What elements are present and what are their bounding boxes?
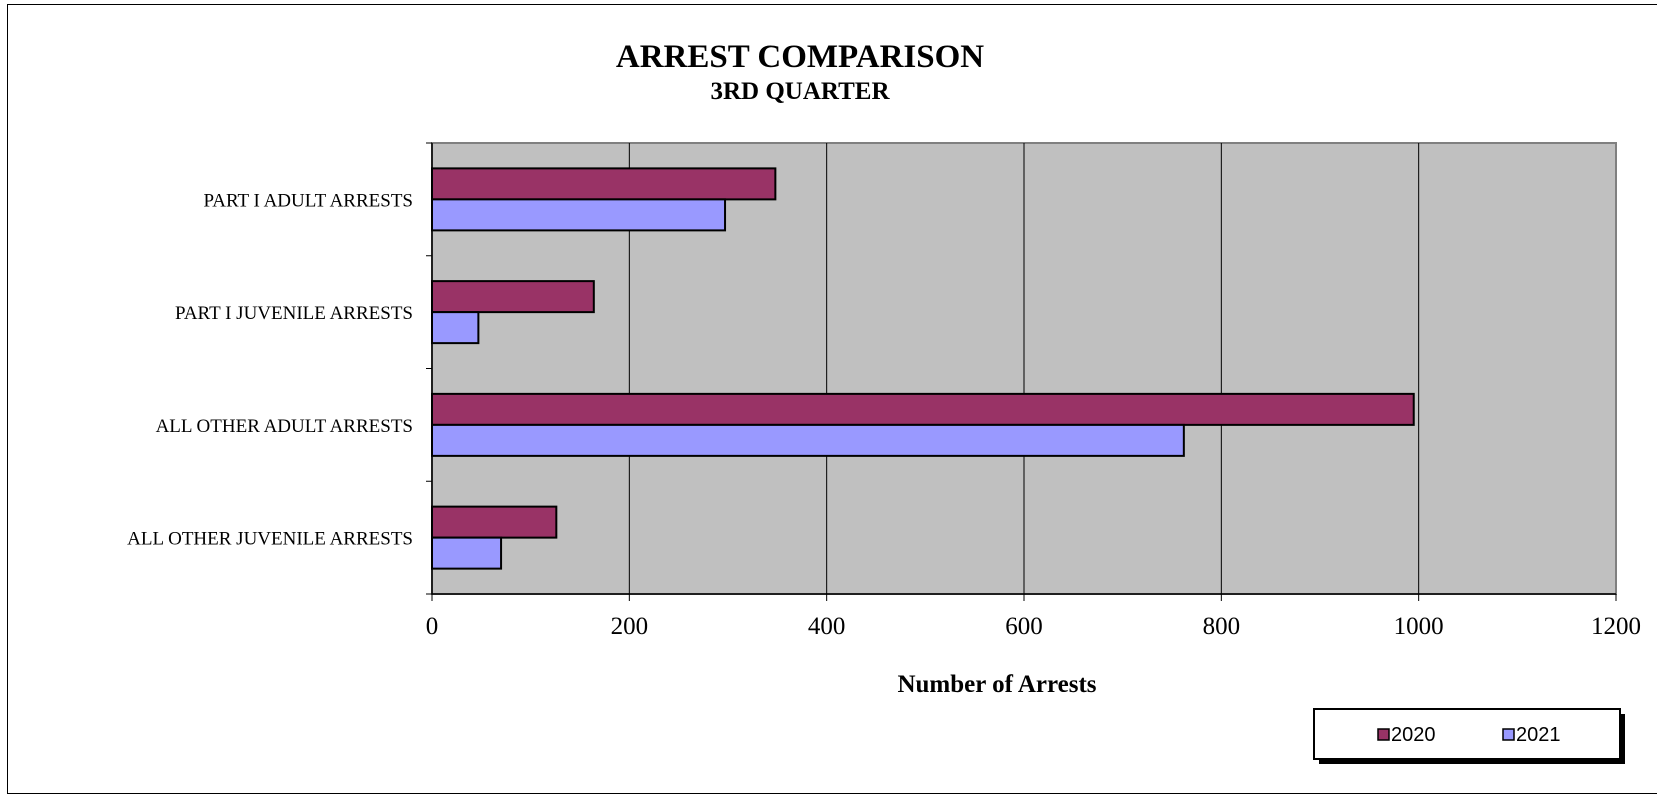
x-tick-label: 600 xyxy=(1005,613,1043,640)
legend-swatch-2020 xyxy=(1377,728,1390,741)
x-tick-label: 1000 xyxy=(1394,613,1444,640)
x-tick-label: 1200 xyxy=(1591,613,1641,640)
bar-2020 xyxy=(431,505,558,539)
bar-2021 xyxy=(431,198,727,232)
category-label: ALL OTHER ADULT ARRESTS xyxy=(156,416,413,437)
bar-2020 xyxy=(431,167,777,201)
bar-2021 xyxy=(431,423,1185,457)
legend: 2020 2021 xyxy=(1313,708,1625,764)
chart-subtitle: 3RD QUARTER xyxy=(711,78,891,105)
bars xyxy=(431,167,1415,570)
x-axis-title: Number of Arrests xyxy=(897,671,1096,698)
category-label: PART I JUVENILE ARRESTS xyxy=(175,303,413,324)
legend-label-2021: 2021 xyxy=(1516,724,1561,746)
legend-swatch-2021 xyxy=(1502,728,1515,741)
bar-2021 xyxy=(431,311,480,345)
legend-label-2020: 2020 xyxy=(1391,724,1436,746)
x-tick-labels: 0 200 400 600 800 1000 1200 xyxy=(426,613,1641,640)
x-tick-label: 0 xyxy=(426,613,439,640)
bar-2020 xyxy=(431,280,595,314)
category-labels: PART I ADULT ARRESTS PART I JUVENILE ARRE… xyxy=(127,190,413,549)
bar-2021 xyxy=(431,536,503,570)
category-label: PART I ADULT ARRESTS xyxy=(203,190,413,211)
arrest-comparison-chart: ARREST COMPARISON 3RD QUARTER PART I ADU… xyxy=(127,39,1641,764)
chart-title: ARREST COMPARISON xyxy=(616,39,984,75)
x-tick-label: 200 xyxy=(611,613,649,640)
legend-box xyxy=(1313,708,1621,760)
bar-2020 xyxy=(431,392,1415,426)
x-tick-label: 400 xyxy=(808,613,846,640)
x-tick-label: 800 xyxy=(1203,613,1241,640)
category-label: ALL OTHER JUVENILE ARRESTS xyxy=(127,529,413,550)
